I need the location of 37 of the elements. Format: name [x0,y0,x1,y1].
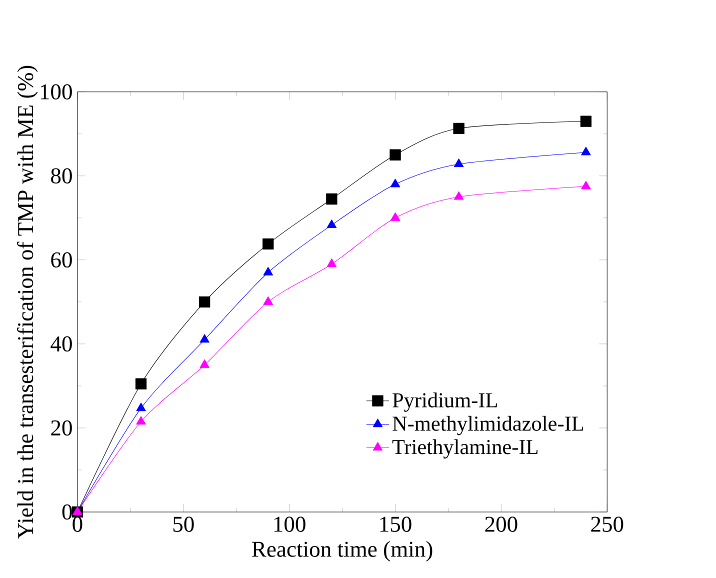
point [200,334,210,343]
y-tick-label: 40 [50,336,72,352]
point [326,258,337,267]
x-tick-label: 50 [173,516,194,532]
point [581,146,591,156]
point [326,193,338,205]
x-tick-label: 250 [591,516,624,532]
point [262,238,274,250]
x-tick-label: 100 [274,516,306,532]
point [580,116,592,127]
x-tick-label: 150 [380,516,412,532]
point [263,266,273,276]
point [135,378,147,390]
point [326,219,337,228]
y-tick-label: 80 [51,168,72,184]
point [454,191,464,200]
y-tick-label: 100 [40,84,72,100]
point [263,296,273,305]
y-tick-label: 60 [51,252,72,268]
legend-label: N-methylimidazole-IL [392,416,584,436]
point [453,122,464,134]
point [390,212,400,221]
y-axis-title: Yield in the transesterification of TMP with ME (%) [17,66,38,539]
point [136,402,146,412]
legend-label: Triethylamine-IL [392,439,538,459]
y-tick-label: 0 [62,504,72,520]
point [200,359,210,368]
point [136,416,146,425]
point [454,158,464,168]
point [199,296,210,308]
x-axis-title: Reaction time (min) [252,540,432,562]
point [581,180,591,190]
legend-label: Pyridium-IL [392,392,497,412]
point [390,149,401,160]
y-tick-label: 20 [51,420,72,436]
point [390,178,400,188]
x-tick-label: 200 [485,516,518,532]
